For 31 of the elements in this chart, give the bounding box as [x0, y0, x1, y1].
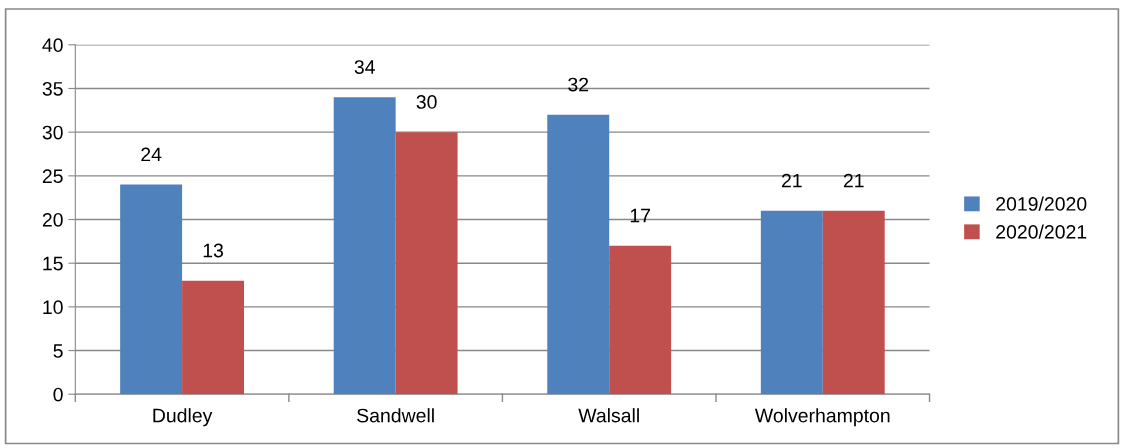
bar — [333, 97, 396, 395]
x-tick-label: Sandwell — [357, 408, 434, 423]
y-tick-label: 15 — [43, 256, 63, 271]
data-label: 30 — [416, 95, 437, 109]
x-tick-label: Wolverhampton — [754, 408, 890, 427]
y-tick-label: 0 — [53, 387, 63, 402]
y-tick-label: 40 — [42, 38, 63, 53]
y-tick-label: 25 — [42, 169, 63, 184]
data-label: 17 — [630, 208, 651, 223]
bar — [547, 114, 610, 395]
y-tick-label: 35 — [42, 81, 63, 96]
bar — [609, 245, 672, 395]
legend-label: 2019/2020 — [996, 196, 1087, 211]
y-tick-label: 10 — [43, 300, 63, 315]
bar — [822, 210, 885, 395]
x-tick-label: Walsall — [578, 408, 639, 423]
data-label: 34 — [354, 60, 375, 74]
y-tick-label: 30 — [42, 125, 63, 140]
data-label: 13 — [203, 243, 224, 258]
legend-label: 2020/2021 — [996, 224, 1087, 239]
y-tick-label: 20 — [42, 212, 63, 227]
data-label: 32 — [568, 77, 589, 92]
bar — [182, 280, 245, 395]
bar — [760, 210, 823, 395]
data-label: 21 — [781, 173, 802, 188]
data-label: 21 — [843, 173, 864, 188]
bar — [120, 184, 183, 395]
data-label: 24 — [141, 147, 162, 162]
x-tick-label: Dudley — [153, 408, 213, 427]
y-tick-label: 5 — [53, 344, 63, 358]
bar — [395, 132, 458, 395]
